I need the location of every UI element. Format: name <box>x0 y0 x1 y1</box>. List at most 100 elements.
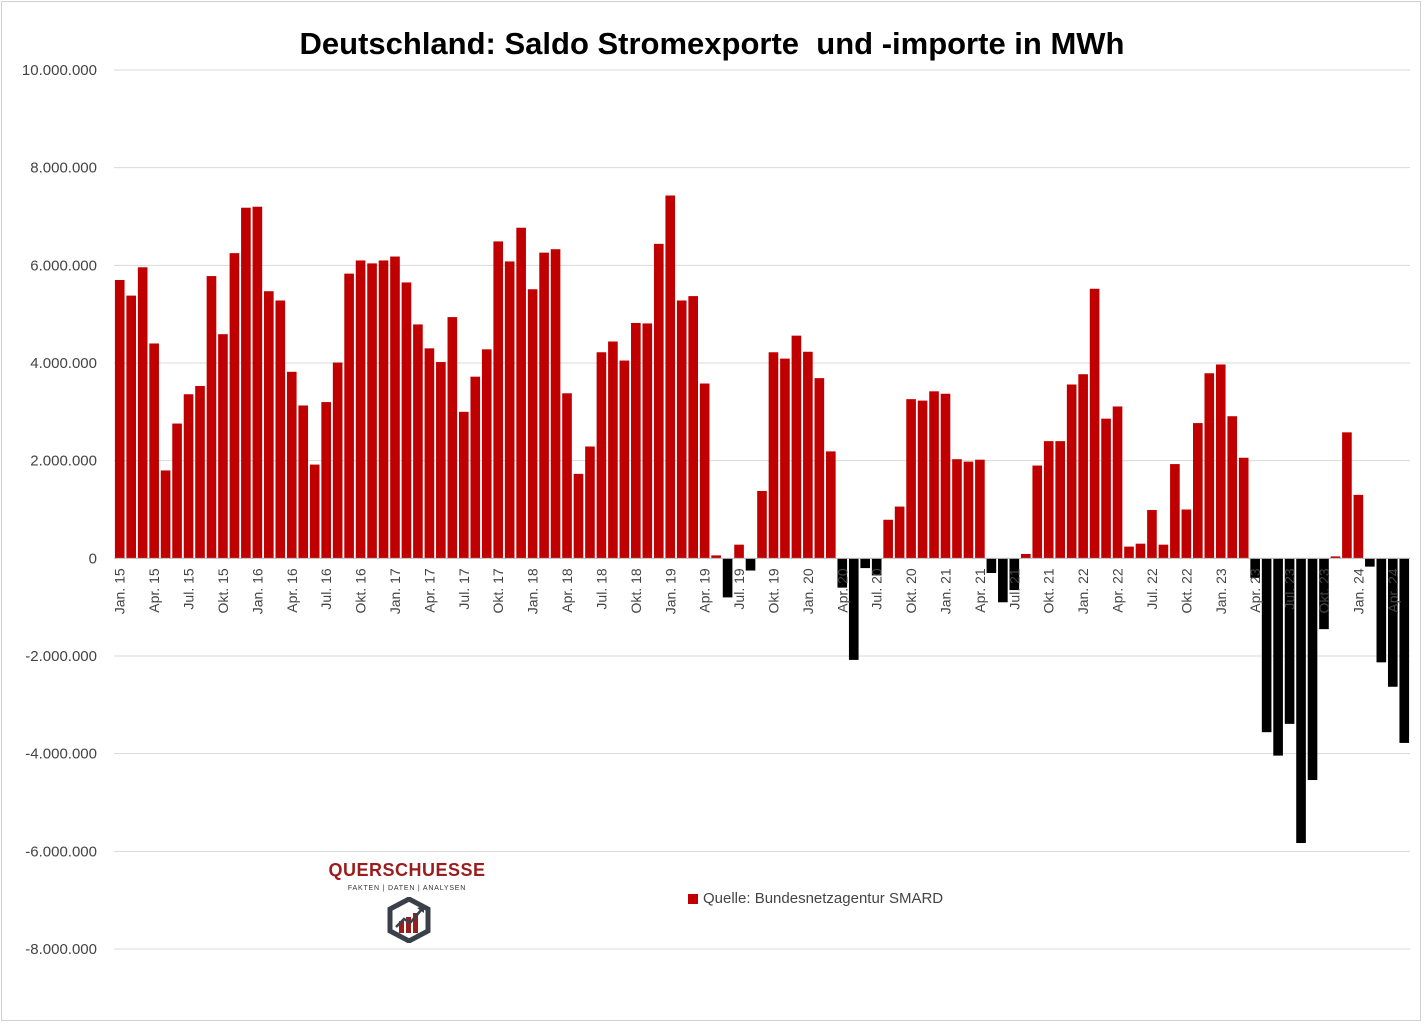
x-tick-label: Jul. 16 <box>318 568 334 609</box>
bar <box>344 273 354 559</box>
bar <box>631 322 641 559</box>
bar <box>1078 374 1088 559</box>
y-tick-label: -6.000.000 <box>25 843 97 860</box>
bar <box>1399 558 1410 743</box>
bar <box>436 362 446 559</box>
bar <box>573 473 584 559</box>
y-tick-label: 4.000.000 <box>30 355 97 372</box>
bar <box>504 261 515 559</box>
bar <box>160 470 171 559</box>
bar <box>585 446 595 559</box>
bar <box>986 558 997 573</box>
bar <box>458 411 469 559</box>
bar <box>1147 509 1157 559</box>
bar <box>814 378 825 559</box>
bar <box>883 519 893 559</box>
bar <box>1135 543 1146 559</box>
bar <box>172 423 182 559</box>
bar <box>860 558 871 569</box>
bar <box>516 227 526 559</box>
querschuesse-logo: QUERSCHUESSE FAKTEN | DATEN | ANALYSEN <box>322 860 492 945</box>
x-tick-label: Jul. 22 <box>1144 568 1160 609</box>
x-tick-label: Jan. 22 <box>1075 568 1091 614</box>
bar <box>1055 441 1066 559</box>
bar <box>711 555 721 559</box>
x-tick-label: Apr. 16 <box>284 568 300 613</box>
x-tick-label: Jul. 19 <box>731 568 747 609</box>
bar <box>837 558 848 588</box>
x-tick-label: Okt. 17 <box>490 568 506 613</box>
bar <box>653 243 664 559</box>
x-tick-label: Jan. 23 <box>1213 568 1229 614</box>
bar <box>1032 465 1043 559</box>
bar <box>309 464 320 559</box>
bar <box>952 459 962 559</box>
bars <box>114 195 1410 844</box>
bar <box>1158 544 1169 559</box>
x-tick-label: Jul. 15 <box>181 568 197 609</box>
x-tick-label: Jul. 23 <box>1282 568 1298 609</box>
bar <box>1181 509 1192 559</box>
x-tick-label: Okt. 16 <box>353 568 369 613</box>
x-tick-label: Apr. 18 <box>559 568 575 613</box>
x-tick-label: Apr. 19 <box>697 568 713 613</box>
y-tick-label: -2.000.000 <box>25 648 97 665</box>
bar <box>745 558 756 571</box>
bar <box>1307 558 1318 781</box>
bar <box>1170 464 1180 559</box>
bar <box>1193 423 1203 559</box>
x-tick-label: Jan. 19 <box>662 568 678 614</box>
bar <box>355 260 366 559</box>
bar <box>493 241 504 559</box>
y-tick-label: 0 <box>89 550 97 567</box>
x-tick-label: Apr. 15 <box>146 568 162 613</box>
bar <box>424 348 435 559</box>
bar <box>286 371 297 559</box>
legend-swatch <box>688 893 698 904</box>
x-tick-label: Jan. 24 <box>1350 568 1366 614</box>
bar <box>229 253 240 559</box>
y-tick-label: -8.000.000 <box>25 941 97 958</box>
bar <box>998 558 1008 603</box>
bar <box>1376 558 1387 663</box>
bar <box>149 343 159 559</box>
bar <box>757 490 767 559</box>
bar <box>298 405 309 559</box>
bar <box>894 506 905 559</box>
x-tick-label: Okt. 20 <box>903 568 919 613</box>
x-tick-label: Apr. 22 <box>1110 568 1126 613</box>
bar <box>275 300 286 559</box>
bar <box>218 334 228 559</box>
bar <box>608 341 618 559</box>
x-tick-label: Jan. 18 <box>525 568 541 614</box>
bar <box>550 249 561 559</box>
bar <box>1330 556 1341 559</box>
bar <box>1284 558 1295 724</box>
bar <box>596 352 607 559</box>
bar <box>562 393 572 559</box>
y-tick-label: 10.000.000 <box>22 62 97 79</box>
y-axis-ticks: 10.000.000 8.000.000 6.000.000 4.000.000 2.0… <box>22 62 97 958</box>
bar <box>1353 494 1364 559</box>
x-tick-label: Jan. 17 <box>387 568 403 614</box>
bar <box>768 352 779 559</box>
bar <box>699 383 710 559</box>
x-tick-label: Apr. 20 <box>834 568 850 613</box>
bar <box>1296 558 1306 844</box>
legend-label: Quelle: Bundesnetzagentur SMARD <box>703 890 944 907</box>
y-tick-label: -4.000.000 <box>25 746 97 763</box>
x-tick-label: Apr. 23 <box>1247 568 1263 613</box>
x-tick-label: Okt. 23 <box>1316 568 1332 613</box>
bar <box>1009 558 1020 591</box>
bar <box>906 399 916 559</box>
bar <box>963 461 974 559</box>
bar <box>826 451 836 559</box>
bar <box>321 402 331 559</box>
bar <box>722 558 733 598</box>
bar <box>688 296 698 559</box>
chart-title: Deutschland: Saldo Stromexporte und -imp… <box>299 26 1125 61</box>
bar <box>676 300 687 559</box>
bar <box>1124 546 1134 559</box>
y-tick-label: 8.000.000 <box>30 160 97 177</box>
